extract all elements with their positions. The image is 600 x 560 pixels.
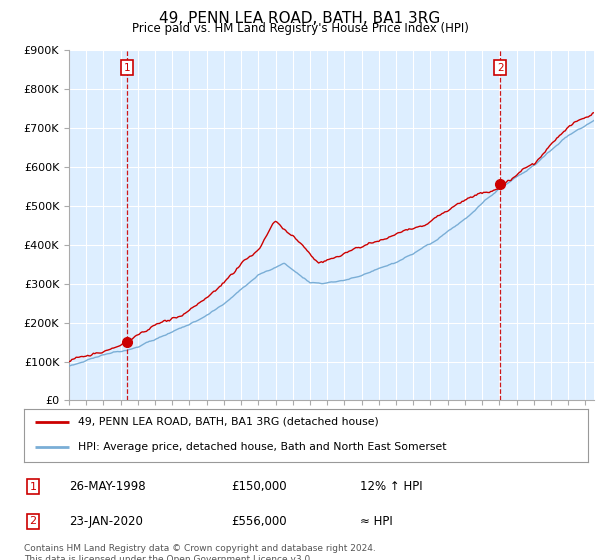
Text: 2: 2 xyxy=(29,516,37,526)
Text: £556,000: £556,000 xyxy=(231,515,287,528)
Text: Price paid vs. HM Land Registry's House Price Index (HPI): Price paid vs. HM Land Registry's House … xyxy=(131,22,469,35)
Text: 49, PENN LEA ROAD, BATH, BA1 3RG (detached house): 49, PENN LEA ROAD, BATH, BA1 3RG (detach… xyxy=(77,417,379,427)
Text: 23-JAN-2020: 23-JAN-2020 xyxy=(69,515,143,528)
Text: 26-MAY-1998: 26-MAY-1998 xyxy=(69,480,146,493)
Text: HPI: Average price, detached house, Bath and North East Somerset: HPI: Average price, detached house, Bath… xyxy=(77,442,446,452)
Text: 1: 1 xyxy=(29,482,37,492)
Text: 12% ↑ HPI: 12% ↑ HPI xyxy=(360,480,422,493)
Text: £150,000: £150,000 xyxy=(231,480,287,493)
Text: 49, PENN LEA ROAD, BATH, BA1 3RG: 49, PENN LEA ROAD, BATH, BA1 3RG xyxy=(160,11,440,26)
Text: 1: 1 xyxy=(124,63,130,73)
Text: ≈ HPI: ≈ HPI xyxy=(360,515,393,528)
Text: Contains HM Land Registry data © Crown copyright and database right 2024.
This d: Contains HM Land Registry data © Crown c… xyxy=(24,544,376,560)
Text: 2: 2 xyxy=(497,63,503,73)
